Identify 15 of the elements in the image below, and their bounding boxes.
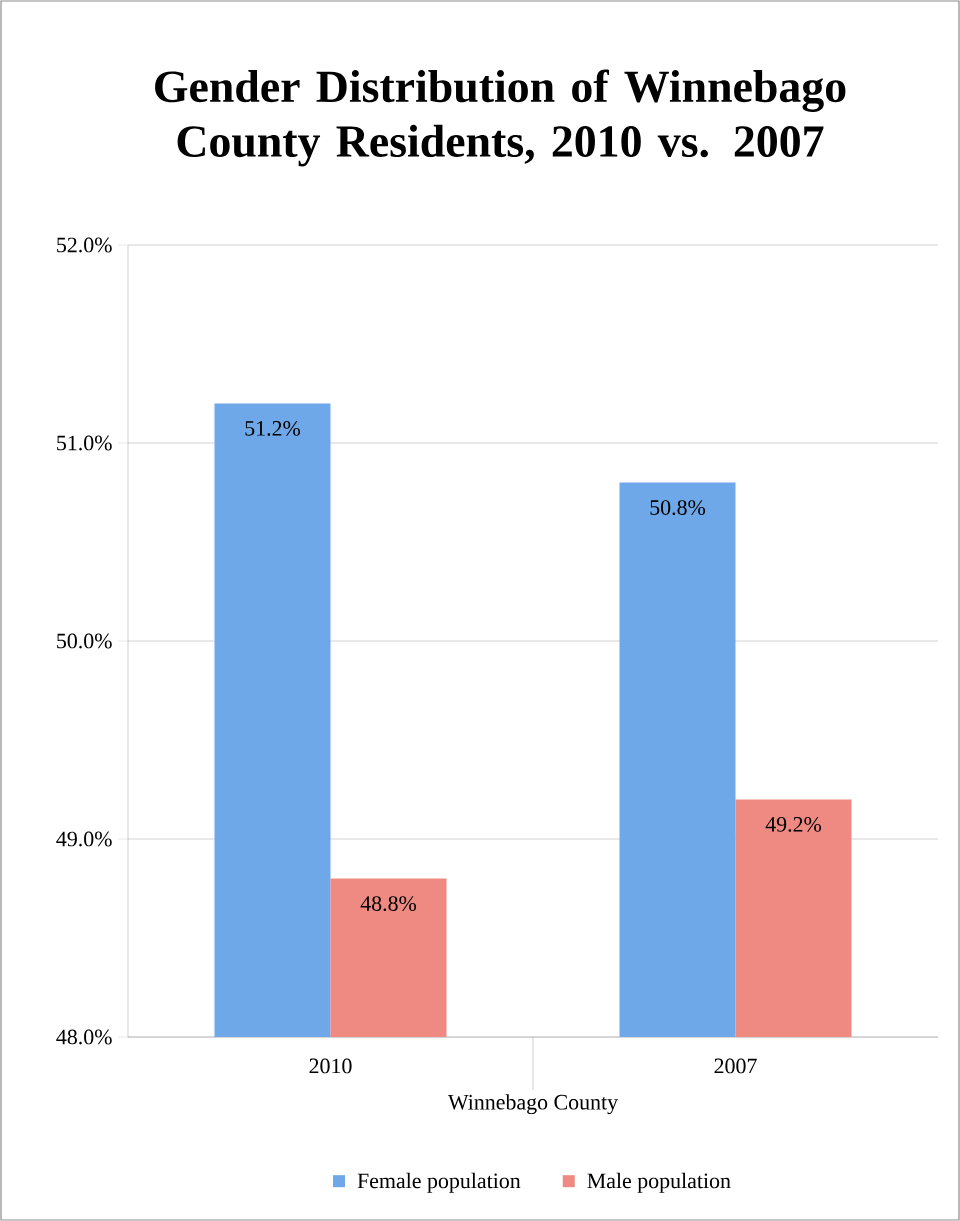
y-tick-label: 52.0% bbox=[57, 237, 112, 253]
data-label: 49.2% bbox=[765, 816, 822, 832]
y-tick-label: 50.0% bbox=[57, 633, 112, 649]
data-label: 50.8% bbox=[650, 500, 706, 516]
legend-label: Female population bbox=[357, 1172, 521, 1193]
data-label: 51.2% bbox=[245, 420, 301, 436]
y-tick-label: 49.0% bbox=[56, 831, 112, 847]
y-tick-label: 48.0% bbox=[56, 1029, 112, 1045]
y-tick-label: 51.0% bbox=[57, 435, 112, 451]
data-label: 48.8% bbox=[360, 896, 417, 912]
chart-title: Gender Distribution of Winnebago County Residents, 2010 vs. 2007 bbox=[155, 69, 846, 167]
x-tick-label: 2010 bbox=[309, 1058, 352, 1074]
legend-label: Male population bbox=[587, 1172, 731, 1193]
x-axis-title: Winnebago County bbox=[447, 1094, 618, 1115]
x-tick-label: 2007 bbox=[714, 1058, 757, 1074]
